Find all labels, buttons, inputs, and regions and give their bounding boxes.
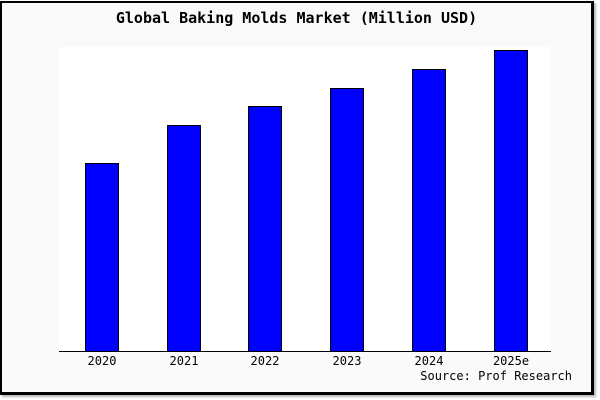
bar-2022 xyxy=(248,106,282,351)
plot-area xyxy=(59,47,551,352)
x-tick-2025e: 2025e xyxy=(492,354,530,368)
bar-2020 xyxy=(85,163,119,351)
x-tick-2020: 2020 xyxy=(87,354,117,368)
source-credit: Source: Prof Research xyxy=(420,369,572,383)
chart-title: Global Baking Molds Market (Million USD) xyxy=(115,9,478,27)
bar-2025e xyxy=(494,50,528,351)
x-tick-2021: 2021 xyxy=(169,354,199,368)
x-tick-2022: 2022 xyxy=(250,354,280,368)
bar-2024 xyxy=(412,69,446,351)
x-tick-2023: 2023 xyxy=(332,354,362,368)
chart-frame: Global Baking Molds Market (Million USD)… xyxy=(0,1,594,395)
bar-2023 xyxy=(330,88,364,351)
x-tick-2024: 2024 xyxy=(414,354,444,368)
bar-2021 xyxy=(167,125,201,351)
